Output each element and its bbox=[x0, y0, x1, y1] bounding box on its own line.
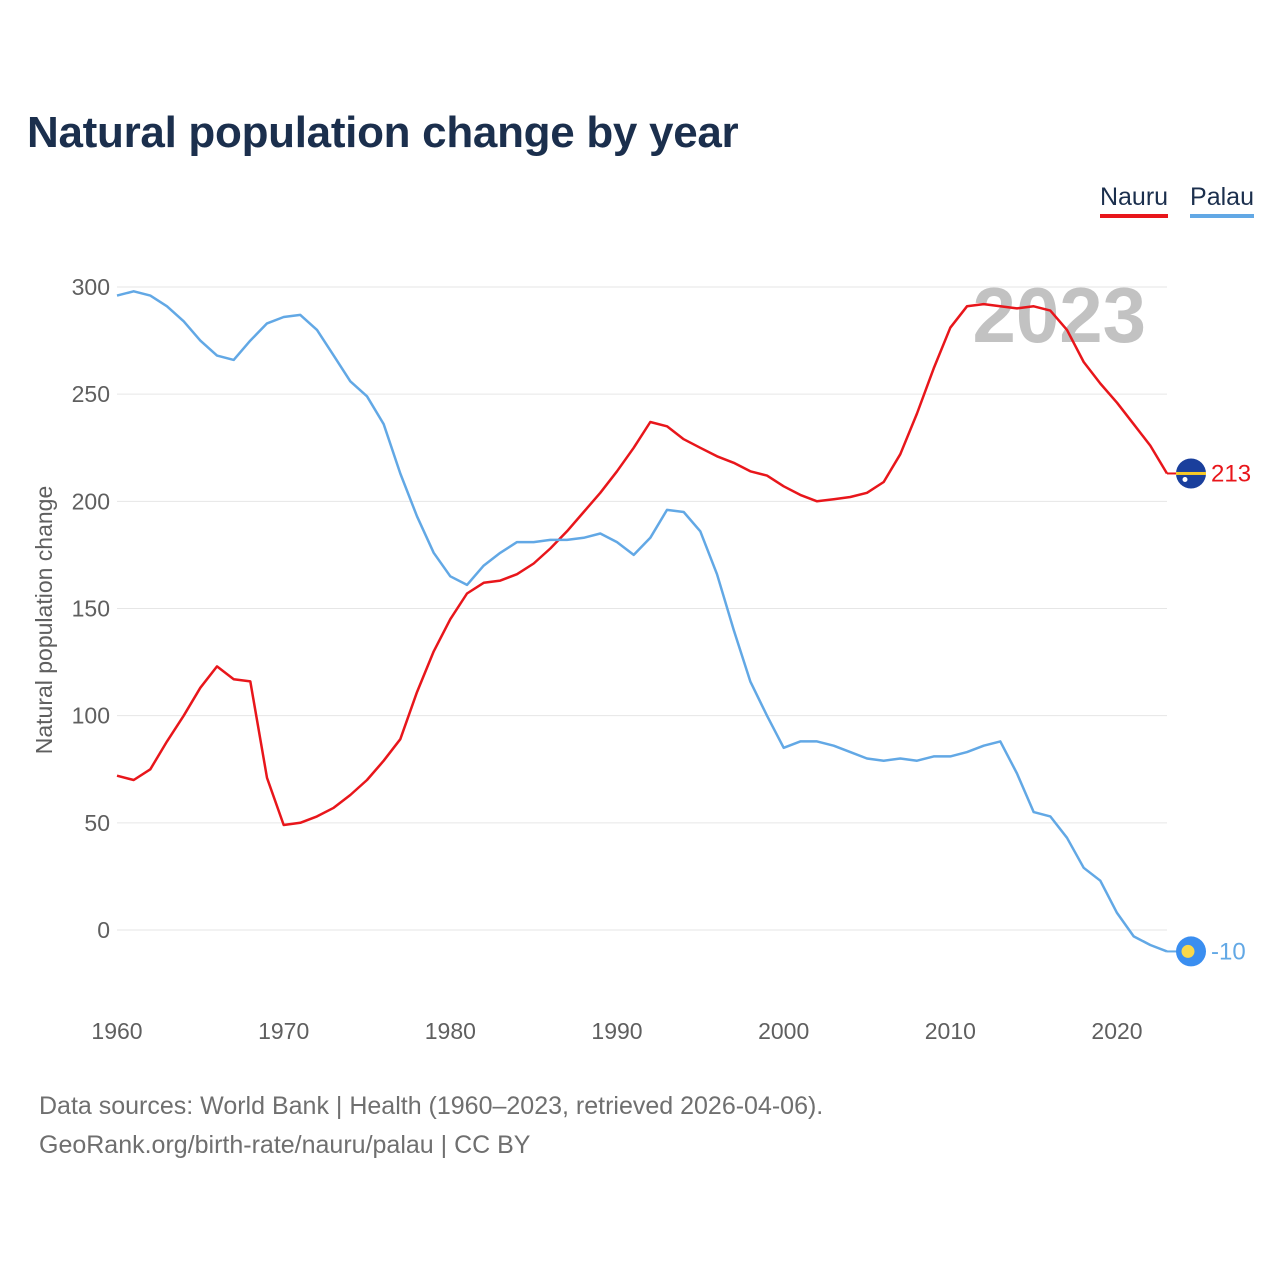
year-watermark: 2023 bbox=[972, 271, 1146, 359]
x-tick-label-1980: 1980 bbox=[425, 1018, 476, 1044]
y-axis-ticks: 0 50 100 150 200 250 300 bbox=[72, 274, 110, 943]
end-value-label-nauru: 213 bbox=[1211, 460, 1251, 487]
y-tick-label-150: 150 bbox=[72, 596, 110, 622]
y-axis-label: Natural population change bbox=[31, 486, 57, 755]
grid-lines bbox=[117, 286, 1167, 931]
series-lines bbox=[116, 290, 1169, 953]
flag-marker-nauru[interactable] bbox=[1176, 458, 1206, 489]
line-chart: 0 50 100 150 200 250 300 1960 1970 1980 1990 2000 2… bbox=[31, 271, 1251, 1044]
y-tick-label-0: 0 bbox=[97, 917, 110, 943]
legend-item-nauru[interactable]: Nauru bbox=[1099, 183, 1169, 218]
nauru-flag-star bbox=[1182, 476, 1188, 482]
y-tick-label-100: 100 bbox=[72, 703, 110, 729]
x-tick-label-2000: 2000 bbox=[758, 1018, 809, 1044]
end-value-label-palau: -10 bbox=[1211, 938, 1246, 965]
x-tick-label-2020: 2020 bbox=[1091, 1018, 1142, 1044]
y-tick-label-50: 50 bbox=[84, 810, 110, 836]
x-tick-label-1990: 1990 bbox=[591, 1018, 642, 1044]
x-tick-label-1970: 1970 bbox=[258, 1018, 309, 1044]
x-tick-label-2010: 2010 bbox=[925, 1018, 976, 1044]
series-end-markers: 213 -10 bbox=[1167, 458, 1251, 967]
footer: Data sources: World Bank | Health (1960–… bbox=[39, 1087, 823, 1165]
chart-title: Natural population change by year bbox=[27, 108, 739, 157]
legend: Nauru Palau bbox=[1099, 183, 1254, 218]
x-tick-label-1960: 1960 bbox=[91, 1018, 142, 1044]
palau-flag-moon bbox=[1181, 944, 1195, 958]
x-axis-ticks: 1960 1970 1980 1990 2000 2010 2020 bbox=[91, 1018, 1142, 1044]
flag-marker-palau[interactable] bbox=[1176, 936, 1206, 967]
y-tick-label-300: 300 bbox=[72, 274, 110, 300]
data-source-note: Data sources: World Bank | Health (1960–… bbox=[39, 1092, 824, 1120]
nauru-flag-stripe bbox=[1176, 471, 1206, 475]
series-line-nauru[interactable] bbox=[116, 302, 1169, 827]
y-tick-label-250: 250 bbox=[72, 381, 110, 407]
legend-item-palau[interactable]: Palau bbox=[1190, 183, 1254, 218]
attribution-link[interactable]: GeoRank.org/birth-rate/nauru/palau | CC … bbox=[39, 1131, 531, 1159]
series-line-palau[interactable] bbox=[116, 290, 1168, 953]
y-tick-label-200: 200 bbox=[72, 488, 110, 514]
